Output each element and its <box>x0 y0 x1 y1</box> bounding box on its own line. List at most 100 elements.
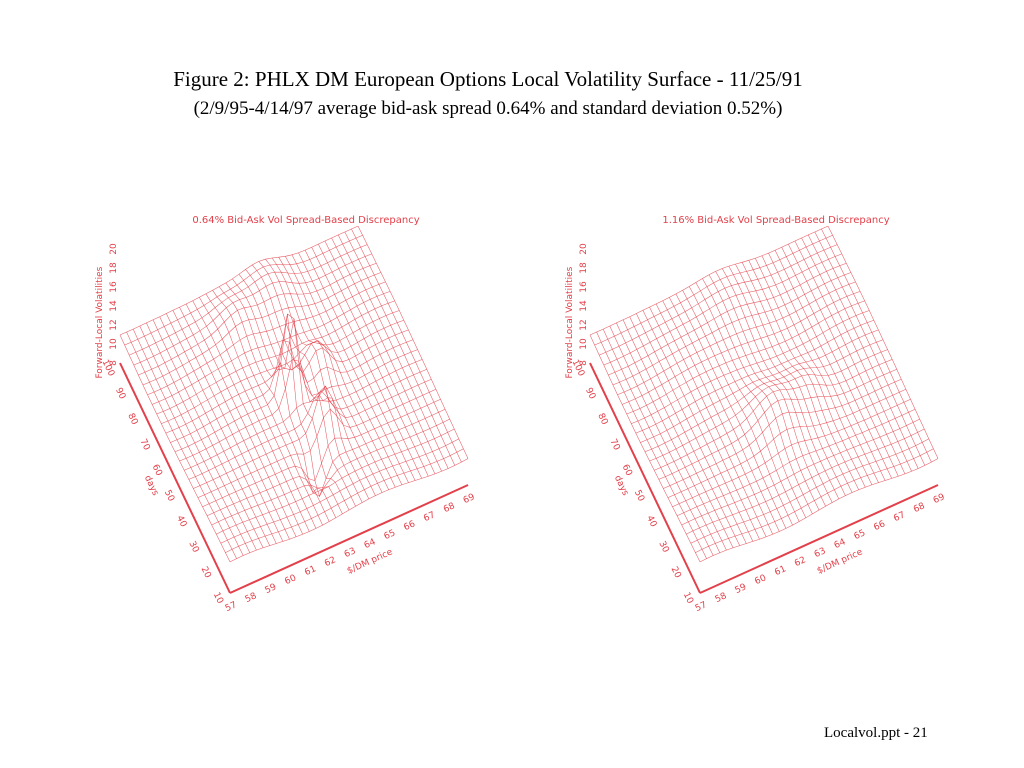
y-tick-label: 10 <box>681 591 695 606</box>
y-tick-label: 90 <box>583 386 597 401</box>
surface-column-line <box>596 331 707 559</box>
surface-row-line <box>599 244 838 356</box>
surface-column-line <box>119 334 231 563</box>
y-tick-label: 10 <box>211 591 225 606</box>
surface-column-line <box>212 290 323 526</box>
surface-column-line <box>225 282 337 518</box>
surface-column-line <box>748 260 859 490</box>
surface-column-line <box>278 257 389 490</box>
x-tick-label: 68 <box>442 501 457 515</box>
surface-column-line <box>821 228 932 463</box>
surface-column-line <box>708 274 820 511</box>
surface-column-line <box>675 293 787 529</box>
surface-column-line <box>602 328 714 556</box>
surface-column-line <box>655 303 767 537</box>
surface-column-line <box>351 228 462 463</box>
surface-column-line <box>682 290 793 526</box>
surface-column-line <box>291 254 403 485</box>
surface-column-line <box>172 310 284 542</box>
surface-column-line <box>311 247 422 479</box>
surface-column-line <box>199 297 310 532</box>
y-tick-label: 80 <box>125 412 139 427</box>
chart-right-surface: 57 58 59 60 61 62 63 64 65 66 67 68 69 10 20 30 40 50 60 70… <box>565 215 947 614</box>
x-tick-label: 60 <box>283 573 298 587</box>
surface-column-line <box>166 313 277 544</box>
x-tick-label: 61 <box>303 564 318 578</box>
z-tick-label: 16 <box>109 281 119 293</box>
surface-column-line <box>609 325 721 553</box>
x-tick-label: 68 <box>912 501 927 515</box>
page-subtitle: (2/9/95-4/14/97 average bid-ask spread 0… <box>193 98 783 119</box>
chart-title: 0.64% Bid-Ask Vol Spread-Based Discrepan… <box>192 215 419 226</box>
surface-column-line <box>126 331 237 559</box>
slide-footer: Localvol.ppt - 21 <box>824 725 928 741</box>
y-tick-label: 40 <box>644 514 658 529</box>
surface-column-line <box>192 300 303 535</box>
z-tick-label: 18 <box>579 262 589 274</box>
surface-column-line <box>814 231 926 466</box>
y-axis-label: days <box>612 474 630 498</box>
surface-column-line <box>179 307 290 540</box>
z-tick-label: 20 <box>579 243 589 255</box>
surface-column-line <box>715 271 826 507</box>
y-tick-label: 70 <box>137 437 151 452</box>
y-tick-label: 20 <box>199 565 213 580</box>
surface-column-line <box>807 234 919 469</box>
surface-column-line <box>298 252 409 483</box>
chart-title: 1.16% Bid-Ask Vol Spread-Based Discrepan… <box>662 215 889 226</box>
surface-column-line <box>629 316 740 546</box>
surface-column-line <box>688 286 800 522</box>
x-tick-label: 62 <box>323 555 338 569</box>
y-tick-label: 80 <box>595 412 609 427</box>
z-axis-label: Forward-Local Volatilities <box>565 266 575 378</box>
surface-column-line <box>331 237 442 472</box>
y-tick-label: 50 <box>162 489 176 504</box>
surface-column-line <box>721 268 833 503</box>
surface-column-line <box>735 263 846 496</box>
x-axis-line <box>699 484 939 594</box>
y-axis-label: days <box>142 474 160 498</box>
surface-column-line <box>794 240 906 475</box>
surface-column-line <box>774 250 886 481</box>
surface-row-line <box>672 398 911 507</box>
surface-row-line <box>608 262 847 376</box>
x-tick-label: 64 <box>833 537 848 551</box>
chart-left-surface: 57 58 59 60 61 62 63 64 65 66 67 68 69 10 20 30 40 50 60 70… <box>95 215 477 614</box>
surface-column-line <box>755 258 866 488</box>
y-tick-label: 40 <box>174 514 188 529</box>
z-tick-label: 10 <box>579 338 589 350</box>
surface-row-line <box>626 300 865 415</box>
x-tick-label: 65 <box>853 528 868 542</box>
surface-column-line <box>139 325 251 553</box>
surface-column-line <box>285 256 396 488</box>
surface-column-line <box>642 310 754 542</box>
surface-column-line <box>146 322 257 551</box>
surface-column-line <box>132 328 244 556</box>
surface-column-line <box>218 286 330 522</box>
surface-row-line <box>124 235 363 346</box>
surface-column-line <box>337 234 449 469</box>
surface-column-line <box>616 322 727 551</box>
x-tick-label: 64 <box>363 537 378 551</box>
surface-column-line <box>232 278 343 515</box>
x-tick-label: 66 <box>402 519 417 533</box>
surface-column-line <box>761 255 873 485</box>
x-tick-label: 62 <box>793 555 808 569</box>
y-tick-label: 60 <box>150 463 164 478</box>
surface-column-line <box>649 306 760 540</box>
surface-column-line <box>159 316 270 546</box>
surface-column-line <box>185 303 297 537</box>
surface-column-line <box>662 300 773 535</box>
x-tick-label: 59 <box>734 582 749 596</box>
surface-column-line <box>728 265 840 500</box>
surface-column-line <box>768 252 879 483</box>
surface-column-line <box>304 249 416 481</box>
surface-row-line <box>617 281 856 395</box>
surface-row-line <box>631 310 870 424</box>
y-axis-line <box>119 362 231 594</box>
x-tick-label: 69 <box>932 492 947 506</box>
surface-column-line <box>205 293 317 529</box>
surface-row-line <box>119 225 359 336</box>
z-tick-label: 12 <box>109 319 119 330</box>
y-tick-label: 30 <box>656 540 670 555</box>
